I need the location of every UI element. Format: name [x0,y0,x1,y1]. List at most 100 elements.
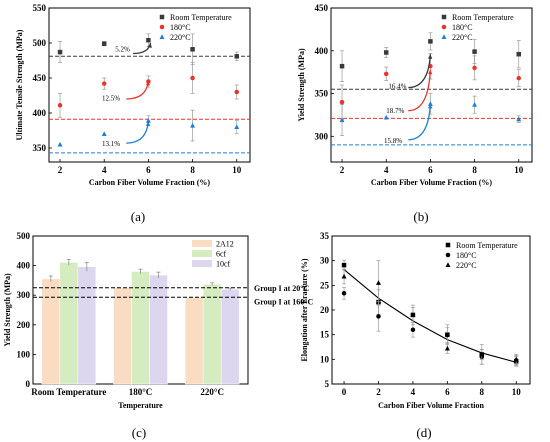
increase-arrow-head [427,103,433,109]
x-tick-label: 0 [342,387,347,397]
y-tick-label: 10 [320,354,330,364]
increase-arrow-head [427,54,433,59]
data-point [383,114,389,120]
y-tick-label: 350 [33,143,47,153]
legend-marker [445,242,451,248]
data-point [341,273,347,279]
y-axis-label: Yield Strength (MPa) [3,273,12,347]
x-tick-label: 8 [190,165,195,175]
legend-label: 220°C [456,261,477,270]
y-tick-label: 200 [17,320,31,330]
legend-label: Room Temperature [170,13,232,22]
x-tick-label: 2 [376,387,381,397]
bar [77,266,97,385]
legend-label: 6cf [216,250,227,259]
data-point [516,51,521,57]
increase-annotation: 18.7% [386,107,404,115]
y-tick-label: 300 [315,131,329,141]
legend-label: 2A12 [216,240,234,249]
y-axis-label: Elongation after Fracture (%) [300,258,309,361]
bar [184,297,204,385]
y-tick-label: 450 [33,73,47,83]
bar [41,278,61,385]
x-axis-label: Carbon Fiber Volume Fraction [378,401,484,410]
fit-curve [343,269,517,363]
x-tick-label: 2 [58,165,63,175]
x-axis-label: Carbon Fiber Volume Fraction (%) [371,178,493,187]
legend-marker [441,24,447,30]
y-tick-label: 15 [320,330,330,340]
bar [59,262,79,385]
y-tick-label: 5 [325,379,330,389]
legend-marker [441,34,447,40]
data-point [101,41,107,46]
data-point [513,356,519,362]
data-point [428,39,433,44]
y-tick-label: 400 [17,261,31,271]
increase-arrow-head [145,121,151,127]
data-point [427,101,433,106]
panel-d-chart: 5 10 15 20 25 30 35 0 2 4 6 8 10 Carbon Fiber Volume … [300,231,531,410]
increase-arrow [132,42,152,55]
increase-annotation: 12.5% [102,94,120,102]
data-point [516,75,521,81]
plot-frame [48,7,251,163]
x-tick-label: 8 [472,165,477,175]
legend-swatch [192,260,212,267]
data-point [341,262,347,268]
data-point [516,116,522,122]
data-point [376,280,381,285]
legend-label: 180°C [452,23,473,32]
legend-swatch [192,240,212,247]
data-point [57,141,63,147]
bar [131,271,150,385]
x-tick-label: 8 [480,387,485,397]
legend-label: 220°C [452,33,473,42]
panel-b-chart: 300 350 400 450 2 4 6 8 10 Carbon Fiber Volume Fr… [297,3,533,187]
x-axis-label: Temperature [118,401,163,410]
data-point [146,37,151,43]
bar [113,287,132,385]
data-point [472,101,478,107]
data-point [339,117,345,123]
reference-line-label: Group I at 160°C [254,297,314,306]
data-point [410,312,416,317]
x-tick-label: 6 [428,165,433,175]
x-category-label: 220°C [200,387,224,397]
legend-marker [159,34,165,40]
increase-arrow [408,103,432,141]
data-point [234,89,239,95]
increase-annotation: 13.1% [102,140,120,148]
data-point [383,50,389,55]
legend-marker [445,252,451,258]
data-point [234,124,240,130]
increase-arrow-head [145,80,151,86]
y-tick-label: 100 [17,349,31,359]
x-category-label: Room Temperature [31,387,106,397]
x-tick-label: 4 [384,165,389,175]
data-point [472,65,477,71]
data-point [383,71,389,77]
y-tick-label: 400 [315,46,329,56]
y-tick-label: 500 [17,231,31,241]
legend-marker [441,14,447,20]
data-point [339,99,345,105]
y-tick-label: 35 [320,231,330,241]
y-tick-label: 25 [320,280,330,290]
y-tick-label: 400 [33,108,47,118]
bar [202,283,222,385]
data-point [101,131,107,137]
panel-b-label: (b) [413,209,428,224]
data-point [339,63,345,69]
plot-frame [330,7,533,163]
legend-marker [159,14,165,20]
panel-c-chart: 0 100 200 300 400 500 Temperature Yield Strengt… [3,231,314,410]
y-tick-label: 350 [315,89,329,99]
legend-label: 10cf [216,260,231,269]
y-axis-label: Ultimate Tensile Strength (MPa) [15,29,24,140]
x-axis-label: Carbon Fiber Volume Fraction (%) [89,178,211,187]
legend-label: 180°C [456,251,477,260]
data-point [190,75,195,81]
y-tick-label: 20 [320,305,330,315]
data-point [57,103,63,108]
